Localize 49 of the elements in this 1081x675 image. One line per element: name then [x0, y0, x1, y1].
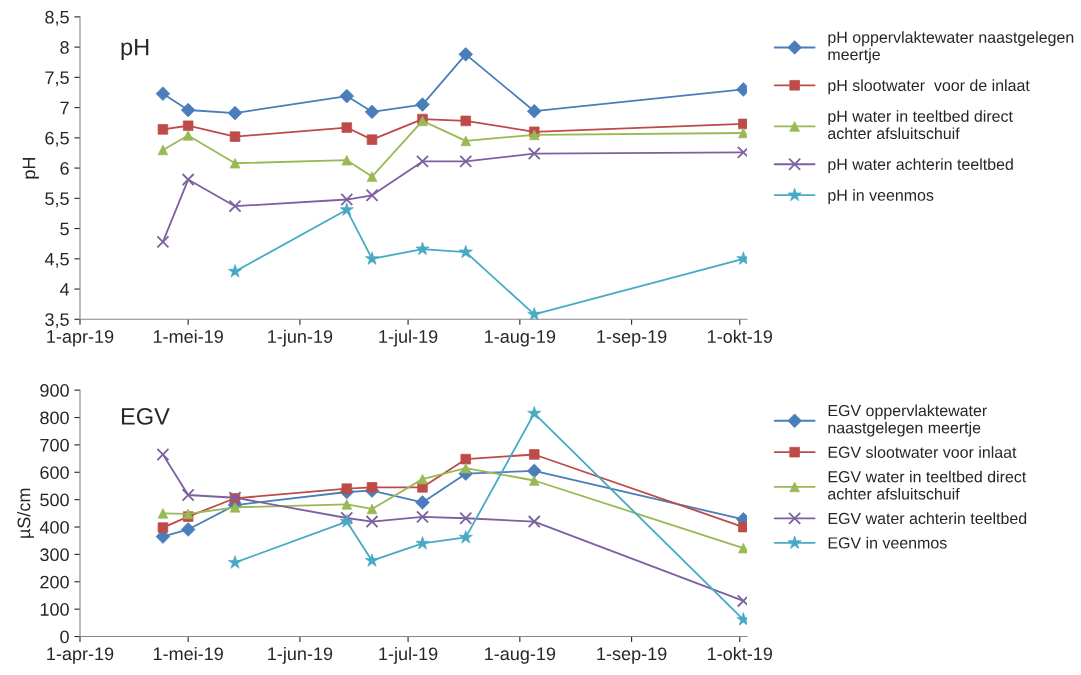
- x-tick-label: 1-jun-19: [268, 329, 333, 347]
- x-tick-label: 1-apr-19: [47, 647, 114, 664]
- y-tick-label: 5,5: [45, 192, 69, 208]
- x-tick-label: 1-sep-19: [597, 647, 667, 664]
- y-tick-label: 7,5: [45, 71, 69, 87]
- legend-label: pH oppervlaktewater naastgelegen meertje: [828, 31, 1074, 64]
- legend-label: EGV in veenmos: [828, 536, 947, 549]
- text: EGV: [121, 408, 170, 425]
- y-tick-label: 200: [40, 575, 69, 589]
- x-tick-label: 1-sep-19: [597, 330, 667, 347]
- y-tick-label: 900: [40, 384, 69, 397]
- x-tick-label: 1-jul-19: [379, 329, 438, 347]
- y-tick-label: 4,5: [44, 252, 69, 268]
- y-tick-label: 6: [60, 162, 69, 175]
- x-tick-label: 1-aug-19: [485, 647, 556, 664]
- x-tick-label: 1-jul-19: [379, 646, 438, 664]
- y-tick-label: 400: [39, 520, 69, 534]
- x-tick-label: 1-mei-19: [153, 329, 223, 343]
- x-tick-label: 1-okt-19: [708, 329, 773, 343]
- y-tick-label: 100: [40, 603, 69, 616]
- legend-label: pH slootwater voor de inlaat: [828, 79, 1030, 95]
- legend-label: EGV water achterin teeltbed: [828, 512, 1027, 525]
- y-tick-label: 4: [59, 283, 70, 296]
- x-tick-label: 1-apr-19: [47, 330, 114, 347]
- legend-label: EGV oppervlaktewater naastgelegen meertje: [828, 404, 987, 437]
- y-tick-label: 7: [60, 101, 69, 115]
- y-tick-label: 800: [40, 411, 69, 425]
- y-axis-title: µS/cm: [17, 488, 34, 538]
- text: pH: [121, 38, 149, 61]
- legend-label: EGV water in teeltbed direct achter afsluitschuif: [828, 470, 1027, 500]
- x-tick-label: 1-aug-19: [485, 330, 556, 347]
- y-axis-title: pH: [22, 158, 39, 179]
- y-tick-label: 700: [40, 438, 69, 452]
- y-tick-label: 5: [60, 222, 69, 236]
- x-tick-label: 1-okt-19: [708, 646, 773, 661]
- y-tick-label: 600: [40, 466, 69, 479]
- y-tick-label: 0: [60, 630, 69, 644]
- legend-label: pH water in teeltbed direct achter afsluitschuif: [828, 110, 1013, 140]
- legend-label: EGV slootwater voor inlaat: [828, 446, 1017, 458]
- legend-label: pH water achterin teeltbed: [828, 158, 1013, 174]
- y-tick-label: 6,5: [45, 131, 69, 147]
- x-tick-label: 1-mei-19: [153, 646, 223, 661]
- y-tick-label: 3,5: [45, 313, 69, 329]
- y-tick-label: 300: [40, 548, 69, 562]
- y-tick-label: 8: [60, 41, 69, 54]
- x-tick-label: 1-jun-19: [268, 646, 333, 664]
- y-tick-label: 8,5: [45, 10, 69, 26]
- y-tick-label: 500: [40, 493, 69, 507]
- legend-label: pH in veenmos: [828, 189, 934, 204]
